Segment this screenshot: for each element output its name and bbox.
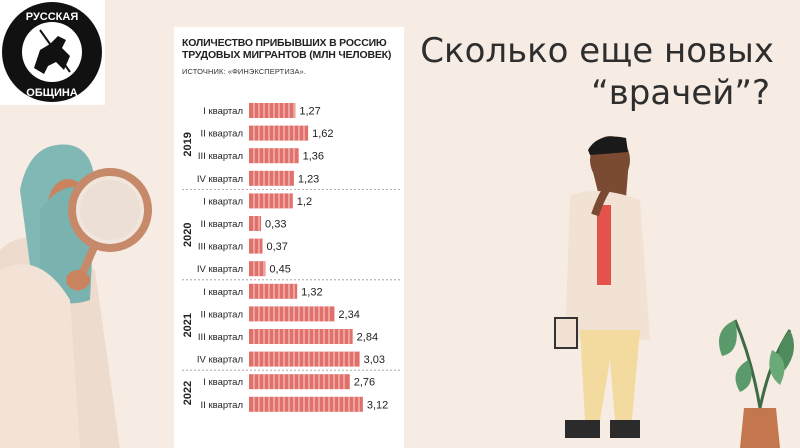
bar (249, 261, 266, 277)
plant-illustration (718, 319, 794, 448)
value-label: 0,37 (267, 241, 288, 253)
bar (249, 238, 263, 254)
value-label: 1,62 (312, 128, 333, 140)
chart-title: КОЛИЧЕСТВО ПРИБЫВШИХ В РОССИЮ ТРУДОВЫХ М… (182, 37, 392, 61)
chart-source: ИСТОЧНИК: «ФИНЭКСПЕРТИЗА». (182, 67, 307, 76)
logo: РУССКАЯ ОБЩИНА (0, 0, 105, 105)
quarter-label: III квартал (198, 332, 243, 343)
headline-line-2: “врачей”? (591, 73, 770, 113)
bar (249, 283, 298, 299)
value-label: 1,36 (303, 151, 324, 163)
year-label: 2022 (182, 381, 194, 405)
value-label: 1,2 (297, 196, 312, 208)
quarter-label: II квартал (201, 219, 243, 230)
quarter-label: II квартал (201, 129, 243, 140)
year-label: 2021 (182, 313, 194, 337)
value-label: 2,84 (357, 332, 378, 344)
value-label: 1,27 (299, 106, 320, 118)
logo-emblem: РУССКАЯ ОБЩИНА (2, 2, 102, 102)
doctor-illustration (554, 136, 650, 438)
bar (249, 306, 335, 322)
quarter-label: I квартал (203, 377, 243, 388)
logo-text-bottom: ОБЩИНА (26, 87, 78, 99)
quarter-label: III квартал (198, 242, 243, 253)
quarter-label: II квартал (201, 309, 243, 320)
bar-chart: I квартал 1,27 II квартал 1,62 III квартал 1,… (182, 103, 400, 412)
quarter-label: IV квартал (197, 174, 243, 185)
quarter-label: I квартал (203, 287, 243, 298)
quarter-label: II квартал (201, 400, 243, 411)
quarter-label: IV квартал (197, 355, 243, 366)
year-label: 2019 (182, 132, 194, 156)
value-label: 3,12 (367, 399, 388, 411)
headline-line-1: Сколько еще новых (420, 31, 774, 71)
woman-with-magnifier-illustration (0, 144, 152, 448)
bar (249, 193, 293, 209)
bar (249, 103, 296, 118)
chart-card: КОЛИЧЕСТВО ПРИБЫВШИХ В РОССИЮ ТРУДОВЫХ М… (174, 27, 404, 448)
value-label: 0,33 (265, 219, 286, 231)
bar (249, 170, 294, 186)
bar (249, 329, 353, 344)
value-label: 2,34 (338, 309, 359, 321)
year-label: 2020 (182, 223, 194, 247)
quarter-label: III квартал (198, 151, 243, 162)
value-label: 0,45 (269, 264, 290, 276)
value-label: 3,03 (364, 354, 385, 366)
bar (249, 216, 262, 231)
quarter-label: I квартал (203, 106, 243, 117)
value-label: 1,23 (298, 173, 319, 185)
value-label: 2,76 (354, 377, 375, 389)
quarter-label: I квартал (203, 196, 243, 207)
value-label: 1,32 (301, 286, 322, 298)
bar (249, 396, 363, 412)
quarter-label: IV квартал (197, 264, 243, 275)
headline: Сколько еще новых “врачей”? (414, 30, 774, 114)
logo-text-top: РУССКАЯ (26, 11, 79, 23)
